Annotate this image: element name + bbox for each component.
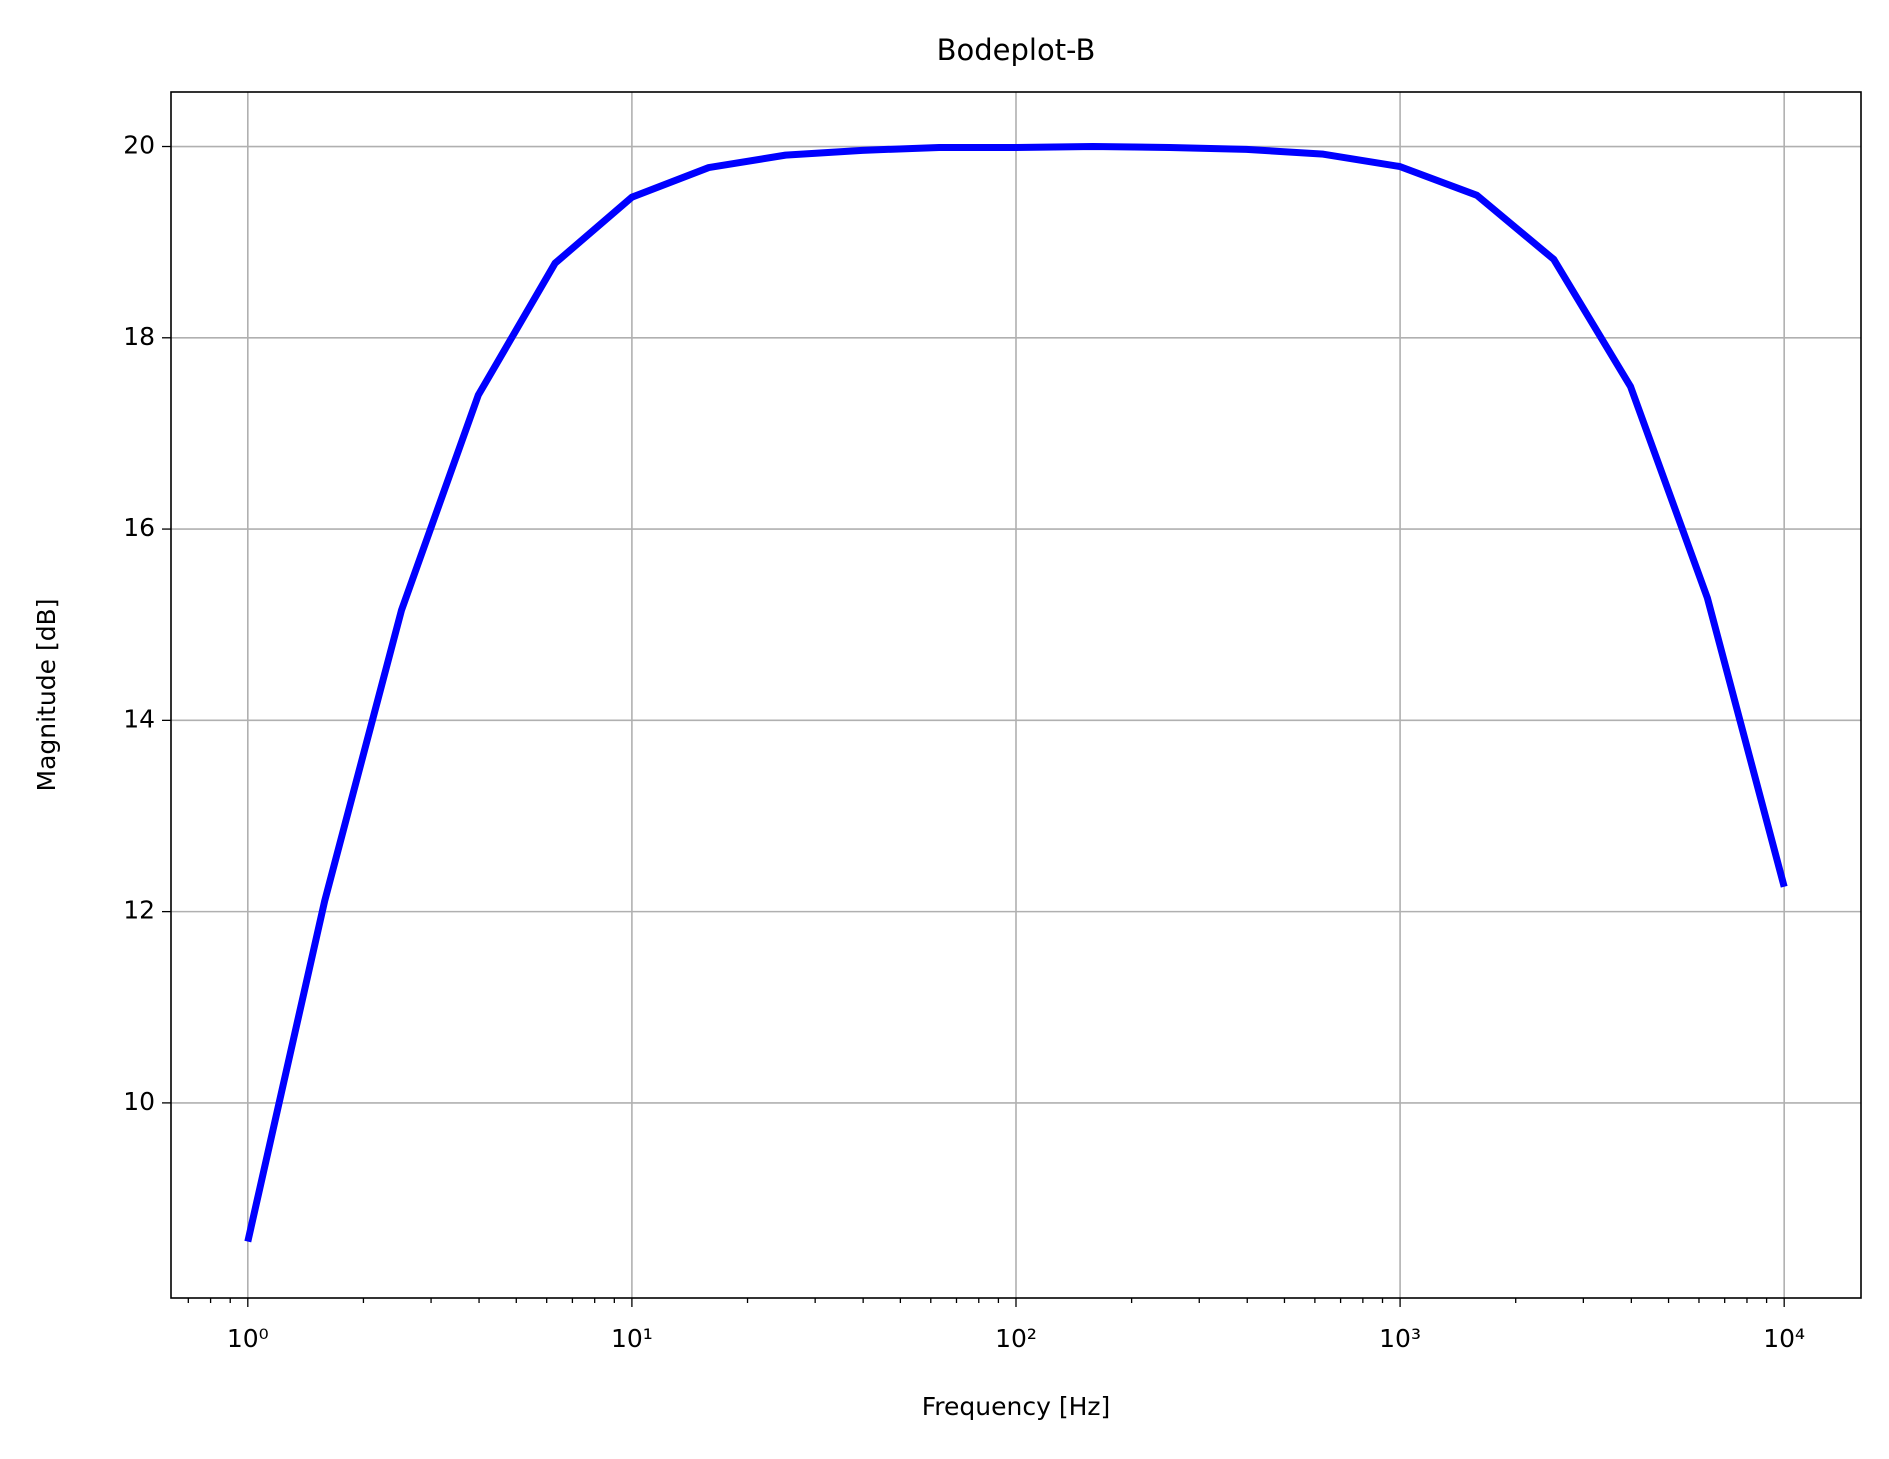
y-tick-label: 14 [123, 704, 155, 733]
y-tick-label: 10 [123, 1087, 155, 1116]
x-tick-label: 10⁴ [1763, 1324, 1805, 1353]
x-axis-label: Frequency [Hz] [922, 1392, 1111, 1421]
y-axis-label: Magnitude [dB] [32, 599, 61, 792]
y-tick-label: 16 [123, 513, 155, 542]
y-tick-label: 18 [123, 322, 155, 351]
plot-frame [170, 91, 1862, 1299]
x-tick-label: 10⁰ [227, 1324, 269, 1353]
x-tick-label: 10¹ [611, 1324, 653, 1353]
y-tick-label: 20 [123, 131, 155, 160]
chart-title: Bodeplot-B [937, 33, 1096, 67]
x-tick-label: 10² [995, 1324, 1037, 1353]
line [244, 143, 1788, 1243]
y-tick-label: 12 [123, 896, 155, 925]
x-tick-label: 10³ [1379, 1324, 1421, 1353]
